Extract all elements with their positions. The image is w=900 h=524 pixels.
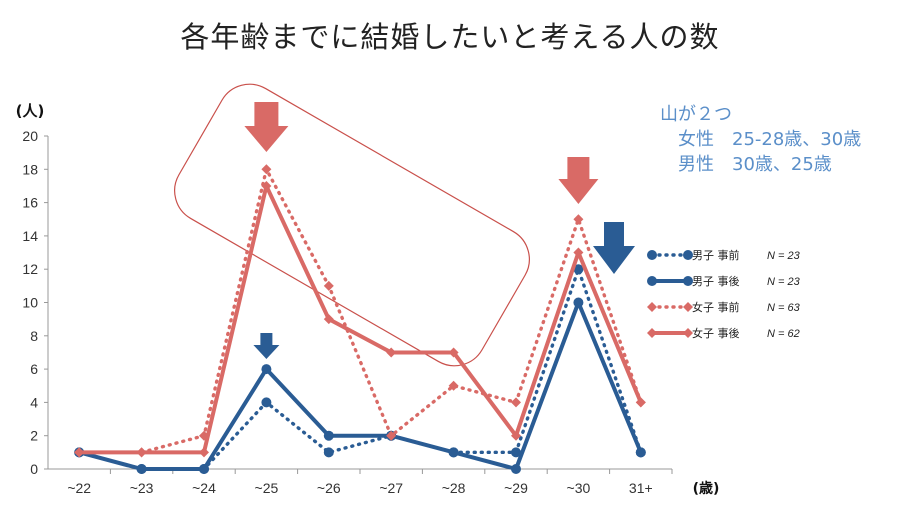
annotation-line: 女性 25-28歳、30歳: [660, 129, 862, 150]
x-tick-label: ~29: [504, 480, 528, 496]
data-point: [573, 264, 584, 275]
down-arrow-icon: [244, 102, 289, 152]
x-tick-label: ~22: [67, 480, 91, 496]
legend-marker: [647, 250, 657, 260]
legend-marker: [647, 328, 657, 338]
data-point: [511, 447, 521, 458]
legend-marker: [647, 276, 657, 286]
y-tick-label: 6: [30, 361, 38, 377]
legend-label: 女子 事後: [692, 326, 740, 340]
x-tick-label: ~23: [130, 480, 154, 496]
legend-marker: [683, 250, 693, 260]
y-tick-label: 14: [22, 228, 38, 244]
annotation-text: 山が２つ 女性 25-28歳、30歳 男性 30歳、25歳: [660, 102, 861, 177]
legend-marker: [683, 302, 693, 312]
down-arrow-icon: [593, 222, 635, 274]
legend-n-label: N = 23: [767, 250, 801, 262]
down-arrow-icon: [558, 157, 599, 204]
data-point: [573, 214, 584, 225]
data-point: [448, 347, 459, 358]
data-point: [323, 314, 334, 325]
x-tick-label: ~24: [192, 480, 216, 496]
data-point: [261, 164, 272, 175]
data-point: [635, 397, 646, 408]
legend-label: 男子 事前: [692, 248, 740, 262]
series-line: [77, 267, 643, 471]
x-tick-label: ~28: [442, 480, 466, 496]
data-point: [323, 280, 334, 291]
data-point: [261, 364, 272, 375]
data-point: [386, 347, 397, 358]
legend-n-label: N = 62: [767, 328, 800, 340]
data-point: [573, 247, 584, 258]
annotation-line: 男性 30歳、25歳: [660, 154, 832, 175]
data-point: [323, 447, 334, 458]
data-point: [261, 397, 272, 408]
legend-marker: [683, 328, 693, 338]
y-tick-label: 4: [30, 394, 38, 410]
y-tick-label: 16: [22, 195, 38, 211]
legend-label: 女子 事前: [692, 300, 740, 314]
data-point: [199, 447, 209, 458]
data-point: [74, 447, 85, 458]
legend-n-label: N = 63: [767, 302, 801, 314]
y-tick-label: 10: [22, 295, 38, 311]
chart-title: 各年齢までに結婚したいと考える人の数: [180, 20, 720, 54]
data-point: [323, 430, 334, 441]
y-tick-label: 2: [30, 428, 38, 444]
down-arrow-icon: [253, 333, 280, 359]
data-point: [448, 447, 459, 458]
y-axis-label: (人): [16, 102, 45, 120]
data-point: [511, 464, 521, 474]
legend-marker: [647, 302, 657, 312]
legend-marker: [683, 276, 693, 286]
legend-label: 男子 事後: [692, 274, 740, 288]
data-point: [511, 397, 521, 408]
y-tick-label: 20: [22, 128, 38, 144]
x-tick-label: ~26: [317, 480, 341, 496]
data-point: [261, 180, 272, 191]
data-point: [199, 464, 209, 474]
x-tick-label: 31+: [629, 480, 653, 496]
annotation-line: 山が２つ: [660, 104, 732, 125]
series-line: [78, 300, 643, 471]
data-point: [635, 447, 646, 458]
data-point: [511, 430, 521, 441]
y-tick-label: 12: [22, 261, 38, 277]
data-point: [448, 380, 459, 391]
y-tick-label: 0: [30, 461, 38, 477]
data-point: [573, 297, 584, 308]
data-point: [136, 447, 147, 458]
series-line: [77, 167, 643, 455]
y-tick-label: 18: [22, 161, 38, 177]
data-point: [386, 430, 397, 441]
data-point: [136, 464, 147, 474]
x-tick-label: ~25: [255, 480, 279, 496]
y-tick-label: 8: [30, 328, 38, 344]
x-tick-label: ~27: [379, 480, 403, 496]
series-line: [79, 183, 643, 455]
x-axis-label: (歳): [693, 480, 720, 497]
x-tick-label: ~30: [567, 480, 591, 496]
legend-n-label: N = 23: [767, 276, 801, 288]
